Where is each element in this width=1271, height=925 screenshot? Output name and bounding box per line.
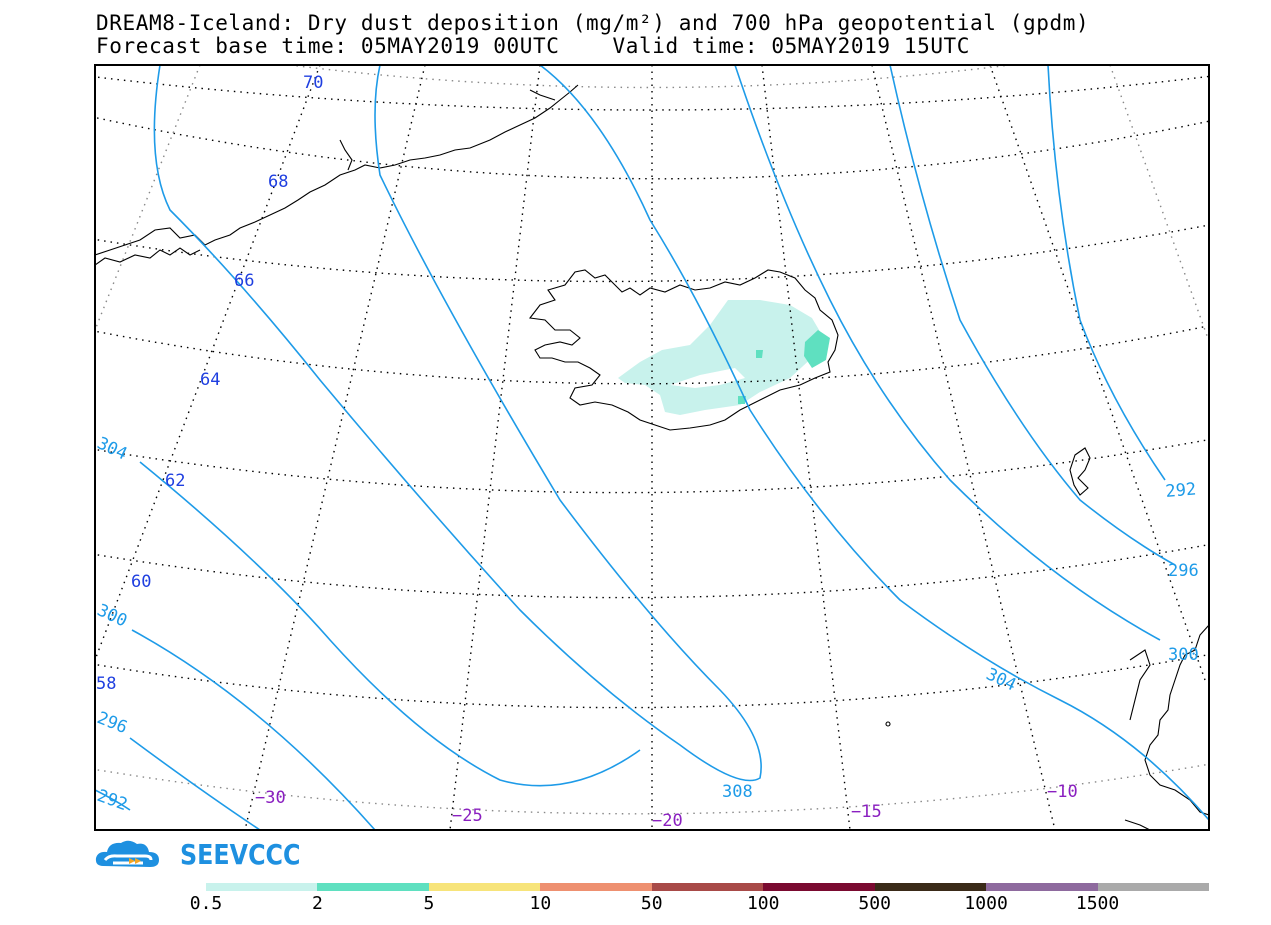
lat-line-72 [289,65,1011,89]
lat-line-60 [95,543,1209,599]
lon-label: −15 [851,802,882,822]
colorbar-segment [317,883,430,891]
contour-label: 304 [94,433,130,464]
coastlines [95,84,1209,830]
contour-label: 292 [1165,479,1197,502]
colorbar-label: 1500 [1075,893,1120,914]
lon-line-e0 [1109,65,1209,344]
lat-label: 68 [268,172,288,192]
scotland-coast [1124,624,1209,830]
contour-296-west [129,737,261,830]
lat-line-68 [95,116,1209,180]
lon-label: −25 [452,806,483,826]
contour-label: 308 [722,782,753,802]
colorbar-segment [206,883,318,891]
colorbar-label: 1000 [964,893,1008,914]
contour-labels: 304 300 296 292 308 304 292 296 300 [94,433,1199,815]
contour-308-loop [153,65,762,782]
contour-label: 300 [1168,645,1199,665]
contour-300-east [889,65,1176,566]
lat-label: 70 [303,73,323,93]
lat-label: 60 [131,572,151,592]
colorbar-segment [540,883,653,891]
map-title: DREAM8-Iceland: Dry dust deposition (mg/… [96,11,1090,35]
lat-line-56 [95,763,1209,815]
lat-label: 66 [234,271,254,291]
colorbar-label: 500 [858,893,891,914]
contour-label: 296 [94,708,130,738]
iceland-coast [528,269,839,431]
lon-line-w10 [871,65,1056,830]
dust-area-medium [756,350,763,358]
lon-line-w5 [989,65,1206,681]
contour-308-inner [539,65,1209,821]
dust-area-medium [804,330,830,368]
logo-text: SEEVCCC [180,838,301,871]
contour-304-west [139,461,641,787]
dust-area-gap [670,368,745,388]
lat-label: 64 [200,370,220,390]
lat-line-70 [95,75,1209,111]
lat-label: 62 [165,471,185,491]
colorbar-segment [651,883,764,891]
colorbar-label: 50 [640,893,663,914]
colorbar-segment [428,883,541,891]
lon-line-w25 [449,65,541,830]
colorbar-label: 5 [423,893,435,914]
colorbar-segment [1097,883,1210,891]
longitude-labels: −30 −25 −20 −15 −10 [255,782,1078,831]
colorbar-segment [874,883,987,891]
lon-label: −10 [1047,782,1078,802]
contour-304-east [734,65,1161,641]
contour-296-east [1047,65,1166,481]
cloud-logo-icon [95,840,159,867]
dust-deposition-area [618,300,830,415]
map-subtitle: Forecast base time: 05MAY2019 00UTC Vali… [96,34,971,58]
greenland-coast [95,84,579,266]
colorbar-segment [986,883,1099,891]
dust-area-light [618,300,822,415]
contour-label: 296 [1168,561,1199,581]
colorbar-label: 0.5 [189,893,223,914]
geopotential-contours [95,65,1209,830]
lat-label: 58 [96,674,116,694]
colorbar-label: 100 [746,893,780,914]
lon-label: −30 [255,788,286,808]
latitude-labels: 70 68 66 64 62 60 58 [96,73,323,694]
lon-line-w40 [95,65,201,331]
contour-label: 304 [983,664,1019,695]
lat-line-58 [95,653,1209,709]
colorbar-segment [763,883,876,891]
faroe-islands [1069,447,1091,496]
colorbar-label: 2 [312,893,323,914]
colorbar-label: 10 [529,893,552,914]
lon-line-w30 [244,65,426,830]
graticule [95,65,1209,830]
lat-line-62 [95,438,1209,494]
lat-line-66 [95,224,1209,283]
contour-292-west [95,789,131,811]
map-frame [94,64,1210,831]
contour-label: 292 [94,786,130,815]
lon-label: −20 [652,811,683,831]
islet [885,721,891,727]
contour-300-west [131,629,376,830]
contour-label: 300 [94,600,130,631]
